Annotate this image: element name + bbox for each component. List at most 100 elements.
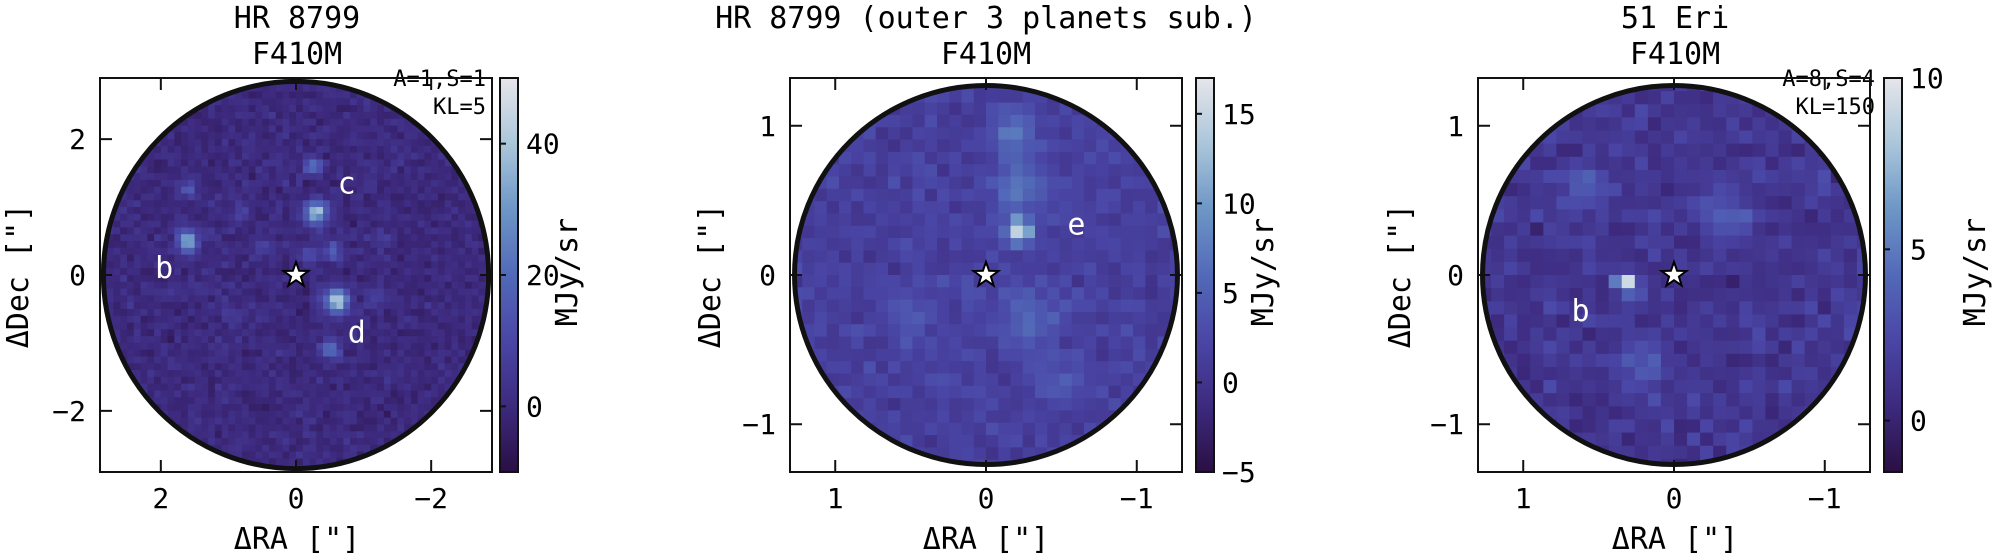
heatmap-cell: [133, 451, 142, 460]
heatmap-cell: [1084, 385, 1097, 399]
heatmap-cell: [826, 114, 840, 128]
heatmap-cell: [336, 173, 344, 181]
heatmap-cell: [296, 152, 304, 161]
heatmap-cell: [316, 410, 324, 419]
heatmap-cell: [458, 349, 466, 358]
heatmap-cell: [282, 118, 290, 127]
heatmap-cell: [167, 159, 175, 167]
heatmap-cell: [383, 193, 392, 201]
heatmap-cell: [343, 444, 351, 453]
heatmap-cell: [949, 373, 963, 387]
heatmap-cell: [248, 349, 257, 358]
heatmap-cell: [397, 186, 405, 195]
heatmap-cell: [262, 173, 270, 181]
heatmap-cell: [1608, 130, 1623, 145]
heatmap-cell: [248, 268, 257, 276]
heatmap-cell: [228, 397, 236, 405]
heatmap-cell: [1621, 288, 1636, 302]
heatmap-cell: [194, 173, 202, 181]
heatmap-cell: [140, 200, 148, 208]
heatmap-cell: [437, 431, 446, 439]
heatmap-cell: [262, 227, 270, 235]
heatmap-cell: [167, 451, 175, 460]
heatmap-cell: [363, 315, 371, 324]
heatmap-cell: [1120, 262, 1134, 276]
heatmap-cell: [1791, 169, 1806, 184]
heatmap-cell: [268, 417, 277, 426]
heatmap-cell: [973, 361, 987, 375]
heatmap-cell: [794, 447, 803, 461]
heatmap-cell: [1634, 91, 1649, 105]
heatmap-cell: [336, 444, 344, 453]
heatmap-cell: [900, 361, 914, 375]
heatmap-cell: [424, 247, 432, 256]
heatmap-cell: [241, 111, 250, 120]
heatmap-cell: [949, 102, 963, 116]
heatmap-cell: [826, 435, 840, 448]
heatmap-cell: [1856, 261, 1866, 276]
heatmap-cell: [814, 238, 828, 251]
heatmap-cell: [814, 139, 828, 153]
heatmap-cell: [370, 315, 378, 324]
heatmap-cell: [255, 288, 263, 296]
heatmap-cell: [961, 348, 975, 362]
heatmap-cell: [1108, 422, 1122, 436]
heatmap-cell: [296, 159, 304, 167]
heatmap-cell: [1010, 361, 1024, 375]
heatmap-cell: [289, 451, 297, 460]
heatmap-cell: [194, 288, 202, 296]
heatmap-cell: [444, 213, 453, 222]
heatmap-cell: [464, 152, 473, 161]
heatmap-cell: [248, 91, 257, 99]
heatmap-cell: [350, 207, 358, 215]
heatmap-cell: [208, 404, 216, 412]
heatmap-cell: [417, 200, 426, 208]
heatmap-cell: [214, 275, 223, 283]
heatmap-cell: [208, 139, 216, 147]
heatmap-cell: [444, 356, 453, 364]
heatmap-cell: [1504, 104, 1518, 118]
heatmap-cell: [912, 201, 926, 215]
heatmap-cell: [888, 410, 901, 424]
heatmap-cell: [140, 186, 148, 195]
heatmap-cell: [323, 261, 331, 269]
colorbar-label: MJy/sr: [1246, 218, 1281, 326]
heatmap-cell: [1634, 196, 1649, 210]
heatmap-cell: [255, 424, 263, 432]
heatmap-cell: [437, 383, 446, 392]
heatmap-cell: [187, 254, 196, 263]
heatmap-cell: [471, 410, 480, 419]
heatmap-cell: [316, 356, 324, 364]
heatmap-cell: [103, 166, 108, 174]
heatmap-cell: [140, 315, 148, 324]
heatmap-cell: [316, 186, 324, 195]
heatmap-cell: [309, 308, 317, 317]
heatmap-cell: [1817, 261, 1832, 276]
heatmap-cell: [924, 373, 938, 387]
heatmap-cell: [431, 186, 439, 195]
heatmap-cell: [302, 370, 311, 378]
heatmap-cell: [221, 111, 230, 120]
heatmap-cell: [424, 105, 432, 113]
heatmap-cell: [363, 241, 371, 249]
heatmap-cell: [268, 315, 277, 324]
heatmap-cell: [1157, 225, 1171, 239]
heatmap-cell: [241, 125, 250, 133]
heatmap-cell: [120, 152, 128, 161]
heatmap-cell: [431, 213, 439, 222]
heatmap-cell: [268, 105, 277, 113]
heatmap-cell: [214, 261, 223, 269]
heatmap-cell: [103, 444, 108, 453]
heatmap-cell: [113, 179, 121, 188]
heatmap-cell: [1582, 183, 1597, 197]
heatmap-cell: [296, 363, 304, 371]
heatmap-cell: [302, 91, 311, 99]
heatmap-cell: [120, 322, 128, 330]
heatmap-cell: [296, 342, 304, 351]
heatmap-cell: [255, 302, 263, 310]
heatmap-cell: [1556, 143, 1571, 158]
heatmap-cell: [1752, 196, 1767, 210]
heatmap-cell: [410, 227, 419, 235]
heatmap-cell: [201, 376, 209, 385]
heatmap-cell: [1059, 275, 1073, 288]
